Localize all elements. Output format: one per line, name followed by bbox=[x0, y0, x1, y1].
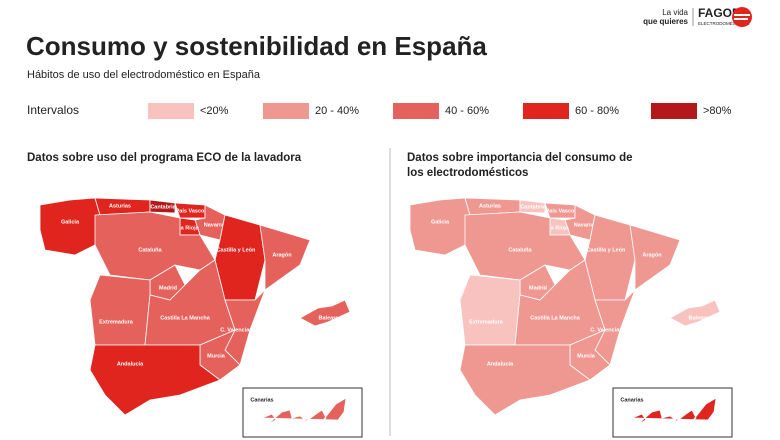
legend-swatch bbox=[393, 103, 439, 119]
region bbox=[629, 224, 681, 291]
region-label: Navarra bbox=[574, 222, 595, 228]
canarias-box bbox=[612, 387, 733, 438]
legend-label: 60 - 80% bbox=[575, 105, 619, 117]
legend-label: >80% bbox=[703, 105, 732, 117]
region bbox=[89, 344, 221, 416]
region-label: Canarias bbox=[620, 397, 643, 403]
map-title-line: Datos sobre importancia del consumo de bbox=[407, 152, 633, 164]
region bbox=[519, 199, 546, 214]
legend-swatch bbox=[148, 103, 194, 119]
region-label: País Vasco bbox=[546, 208, 575, 214]
region bbox=[669, 299, 721, 327]
legend-label: <20% bbox=[200, 105, 229, 117]
region bbox=[261, 397, 347, 427]
region-label: Andalucía bbox=[487, 361, 514, 367]
region bbox=[409, 197, 471, 256]
logo-mark bbox=[734, 14, 750, 20]
region bbox=[459, 274, 521, 346]
region-label: Navarra bbox=[204, 222, 225, 228]
legend-swatch bbox=[263, 103, 309, 119]
map-title: Datos sobre importancia del consumo de lo… bbox=[407, 152, 633, 179]
legend-swatch bbox=[651, 103, 697, 119]
region-label: Castilla y León bbox=[217, 247, 256, 253]
region-label: Cantabria bbox=[150, 204, 176, 210]
region-label: Asturias bbox=[109, 203, 131, 209]
region bbox=[39, 197, 101, 256]
region-label: Murcia bbox=[577, 353, 596, 359]
region-label: Castilla y León bbox=[587, 247, 626, 253]
region bbox=[89, 274, 151, 346]
title: Consumo y sostenibilidad en España bbox=[26, 31, 487, 61]
region bbox=[149, 199, 176, 214]
region-label: Extremadura bbox=[99, 319, 134, 325]
canarias-box bbox=[242, 387, 363, 438]
region-label: Madrid bbox=[159, 285, 177, 291]
region-label: Andalucía bbox=[117, 361, 144, 367]
region-label: C. Valenciana bbox=[220, 327, 256, 333]
map-title: Datos sobre uso del programa ECO de la l… bbox=[27, 152, 302, 164]
subtitle: Hábitos de uso del electrodoméstico en E… bbox=[27, 69, 261, 81]
region bbox=[214, 214, 266, 301]
region bbox=[299, 299, 351, 327]
region-label: Aragón bbox=[272, 252, 292, 258]
region-label: Canarias bbox=[250, 397, 273, 403]
region-label: Castilla La Mancha bbox=[160, 315, 210, 321]
region bbox=[459, 344, 591, 416]
logo-tagline: La vida bbox=[662, 8, 688, 17]
logo-brand: FAGOR bbox=[698, 6, 741, 20]
region-label: Aragón bbox=[642, 252, 662, 258]
region bbox=[584, 214, 636, 301]
region-label: Asturias bbox=[479, 203, 501, 209]
region-label: Cataluña bbox=[508, 247, 532, 253]
region-label: Extremadura bbox=[469, 319, 504, 325]
legend-label: 20 - 40% bbox=[315, 105, 359, 117]
region-label: Baleares bbox=[319, 315, 342, 321]
region bbox=[631, 397, 717, 427]
legend-swatch bbox=[523, 103, 569, 119]
region-label: Madrid bbox=[529, 285, 547, 291]
region-label: C. Valenciana bbox=[590, 327, 626, 333]
map-title-line: los electrodomésticos bbox=[407, 167, 528, 179]
logo-tagline: que quieres bbox=[643, 17, 688, 26]
region-label: La Rioja bbox=[177, 225, 199, 231]
region-label: Galicia bbox=[431, 219, 450, 225]
region-label: País Vasco bbox=[176, 208, 205, 214]
logo-mark bbox=[732, 7, 752, 27]
region-label: Galicia bbox=[61, 219, 80, 225]
region-label: Cataluña bbox=[138, 247, 162, 253]
legend-title: Intervalos bbox=[27, 103, 79, 117]
content: <20% 20 - 40% 40 - 60% 60 - 80% >80% Datos so… bbox=[27, 103, 733, 438]
region bbox=[259, 224, 311, 291]
region-label: Castilla La Mancha bbox=[530, 315, 580, 321]
region-label: Murcia bbox=[207, 353, 226, 359]
logo-brand-sub: ELECTRODOMÉSTICOS bbox=[698, 20, 750, 26]
region-label: Cantabria bbox=[520, 204, 546, 210]
legend-label: 40 - 60% bbox=[445, 105, 489, 117]
region-label: Baleares bbox=[689, 315, 712, 321]
region-label: La Rioja bbox=[547, 225, 569, 231]
